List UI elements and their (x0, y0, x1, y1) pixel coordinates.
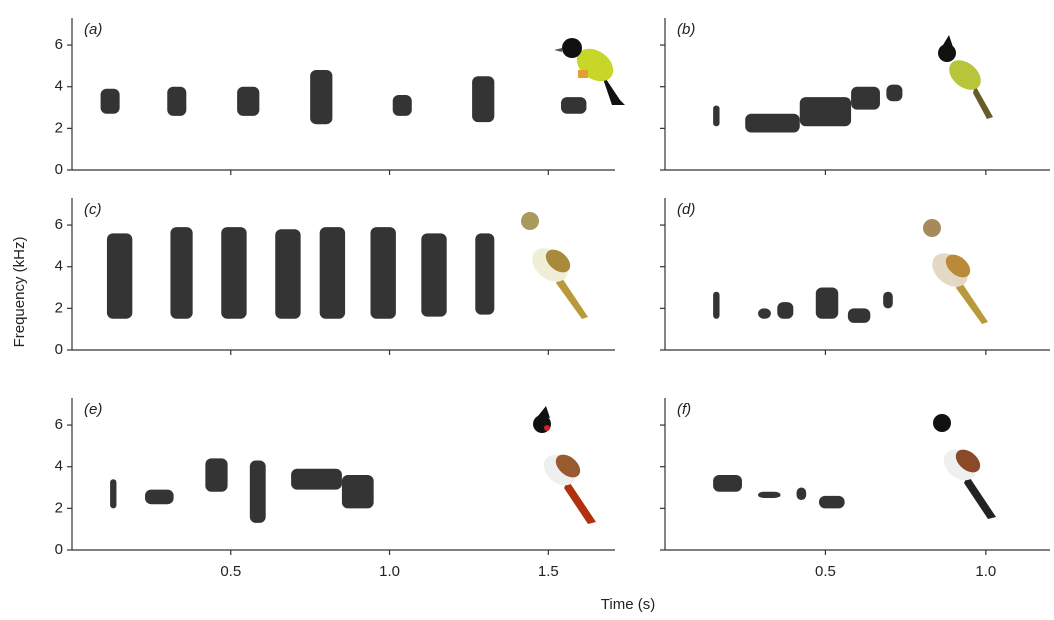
x-axis-label: Time (s) (601, 596, 655, 613)
y-tick-label: 6 (55, 416, 63, 433)
panel-label: (c) (84, 201, 102, 218)
syllable (237, 87, 259, 116)
syllable (110, 479, 116, 508)
syllable (107, 233, 132, 318)
bird-illustrations (521, 35, 996, 524)
figure: Frequency (kHz) Time (s) (a) 0 2 4 6 (b) (c) 0 2… (0, 0, 1054, 620)
syllable (758, 492, 780, 498)
syllable (291, 469, 342, 490)
syllable (205, 458, 227, 491)
panel-label: (e) (84, 401, 102, 418)
syllable (221, 227, 246, 319)
syllable (145, 490, 174, 505)
x-tick-label: 1.0 (975, 563, 996, 580)
syllable (370, 227, 395, 319)
y-tick-label: 6 (55, 216, 63, 233)
y-axis-label: Frequency (kHz) (11, 237, 28, 348)
y-tick-label: 4 (55, 258, 63, 275)
syllable (167, 87, 186, 116)
syllable (320, 227, 345, 319)
syllable (816, 288, 838, 319)
syllable (800, 97, 851, 126)
syllable (819, 496, 845, 508)
syllable (561, 97, 586, 114)
y-tick-label: 4 (55, 78, 63, 95)
syllable (310, 70, 332, 124)
syllable (475, 233, 494, 314)
y-tick-label: 2 (55, 499, 63, 516)
y-tick-label: 0 (55, 161, 63, 178)
syllable (758, 308, 771, 318)
syllable (886, 85, 902, 102)
syllable (275, 229, 300, 319)
y-tick-label: 0 (55, 541, 63, 558)
syllable (797, 488, 807, 500)
syllable (393, 95, 412, 116)
x-tick-label: 0.5 (815, 563, 836, 580)
syllable (777, 302, 793, 319)
syllable (713, 475, 742, 492)
syllable (170, 227, 192, 319)
syllable (883, 292, 893, 309)
syllable (250, 460, 266, 522)
y-tick-label: 2 (55, 119, 63, 136)
syllable (342, 475, 374, 508)
syllable (851, 87, 880, 110)
syllable (101, 89, 120, 114)
x-tick-label: 1.0 (379, 563, 400, 580)
panel-label: (d) (677, 201, 695, 218)
panel-label: (b) (677, 21, 695, 38)
y-tick-label: 0 (55, 341, 63, 358)
syllable (713, 292, 719, 319)
y-tick-label: 6 (55, 36, 63, 53)
y-tick-label: 4 (55, 458, 63, 475)
syllable (745, 114, 800, 133)
panel-label: (f) (677, 401, 691, 418)
panel-label: (a) (84, 21, 102, 38)
y-tick-label: 2 (55, 299, 63, 316)
syllable (713, 105, 719, 126)
x-tick-label: 1.5 (538, 563, 559, 580)
syllable (421, 233, 446, 316)
syllable (848, 308, 870, 323)
syllable (472, 76, 494, 122)
x-tick-label: 0.5 (220, 563, 241, 580)
